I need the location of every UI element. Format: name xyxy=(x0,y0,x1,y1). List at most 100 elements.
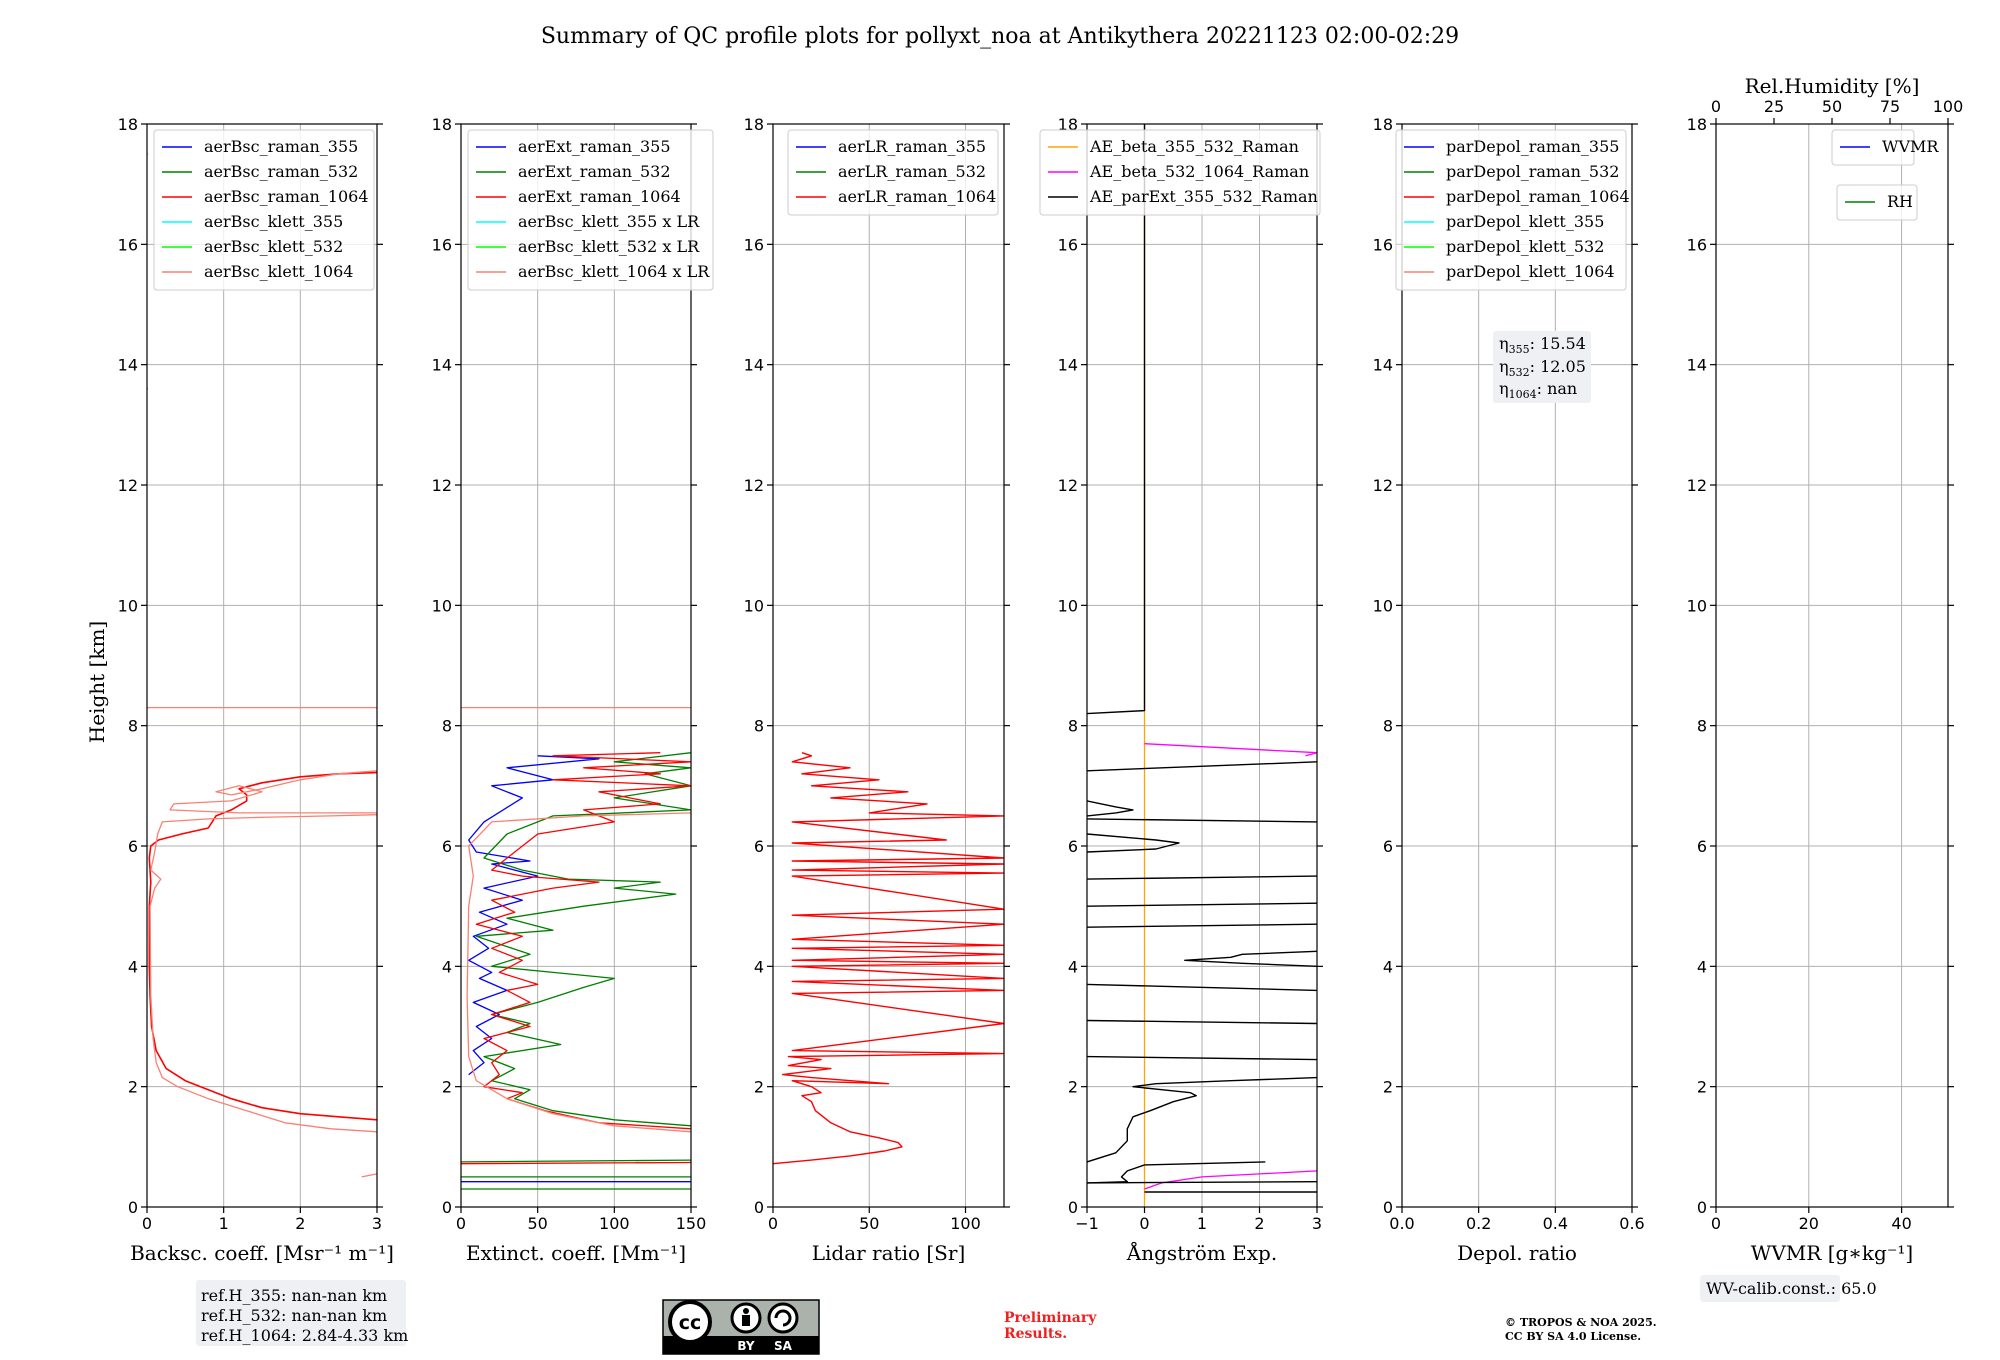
legend-ae-label-0: AE_beta_355_532_Raman xyxy=(1089,137,1299,156)
xtick-label-wv-2: 40 xyxy=(1891,1214,1911,1233)
xtick-label-ae-3: 2 xyxy=(1254,1214,1264,1233)
series-line-bsc-4 xyxy=(361,1173,377,1178)
xtick-label-depol-1: 0.2 xyxy=(1466,1214,1491,1233)
ytick-label-wv-0: 0 xyxy=(1697,1198,1707,1217)
eta-1064: η1064: nan xyxy=(1499,379,1577,401)
legend-ext-label-5: aerBsc_klett_1064 x LR xyxy=(518,262,710,281)
ytick-label-lr-2: 4 xyxy=(754,957,764,976)
y-axis-label: Height [km] xyxy=(85,621,109,743)
legend-depol-label-0: parDepol_raman_355 xyxy=(1446,137,1619,156)
ytick-label-wv-3: 6 xyxy=(1697,837,1707,856)
ytick-label-wv-7: 14 xyxy=(1687,356,1707,375)
xtick-label-depol-2: 0.4 xyxy=(1543,1214,1568,1233)
ytick-label-bsc-0: 0 xyxy=(128,1198,138,1217)
axes-frame-lr xyxy=(772,123,1005,1208)
series-line-ae-5 xyxy=(1087,800,1134,817)
ytick-label-bsc-9: 18 xyxy=(118,115,138,134)
series-line-ae-7 xyxy=(1087,833,1180,853)
legend-lr: aerLR_raman_355 aerLR_raman_532 aerLR_rama… xyxy=(787,129,999,216)
cc-license-badge[interactable]: cc BY SA xyxy=(662,1299,820,1355)
copyright-line1: © TROPOS & NOA 2025. xyxy=(1505,1316,1657,1329)
xtick-label-ae-4: 3 xyxy=(1312,1214,1322,1233)
ytick-label-lr-1: 2 xyxy=(754,1078,764,1097)
ytick-label-lr-8: 16 xyxy=(744,235,764,254)
axes-frame-wv xyxy=(1715,123,1949,1208)
xtick-label-bsc-0: 0 xyxy=(142,1214,152,1233)
eta-532: η532: 12.05 xyxy=(1499,357,1586,379)
ytick-label-ae-7: 14 xyxy=(1058,356,1078,375)
series-group-ae xyxy=(1087,124,1317,1207)
series-line-ae-2 xyxy=(1144,1170,1317,1190)
xtick-label-ext-2: 100 xyxy=(599,1214,630,1233)
ytick-label-bsc-2: 4 xyxy=(128,957,138,976)
series-group-lr xyxy=(773,752,1004,1165)
ytick-label-ext-7: 14 xyxy=(432,356,452,375)
share-alike-icon xyxy=(767,1302,799,1334)
series-line-ae-8 xyxy=(1087,875,1317,880)
legend2-wv-box xyxy=(1836,184,1918,221)
ytick-label-bsc-7: 14 xyxy=(118,356,138,375)
legend-bsc-label-1: aerBsc_raman_532 xyxy=(204,162,358,181)
wv-calib-const: WV-calib.const.: 65.0 xyxy=(1706,1279,1877,1298)
ref-h-1064: ref.H_1064: 2.84-4.33 km xyxy=(201,1326,408,1345)
ytick-label-ext-2: 4 xyxy=(442,957,452,976)
legend-ext-label-1: aerExt_raman_532 xyxy=(518,162,671,181)
xtick-label-lr-0: 0 xyxy=(768,1214,778,1233)
legend-ae-box xyxy=(1039,129,1321,216)
preliminary-line1: Preliminary xyxy=(1004,1310,1097,1326)
legend-depol-label-2: parDepol_raman_1064 xyxy=(1446,187,1630,206)
attribution-body xyxy=(742,1315,750,1326)
legend-ext: aerExt_raman_355 aerExt_raman_532 aerExt_r… xyxy=(467,129,714,291)
cc-text: cc xyxy=(679,1312,702,1334)
ytick-label-ext-9: 18 xyxy=(432,115,452,134)
series-line-ae-6 xyxy=(1087,818,1317,823)
ytick-label-depol-8: 16 xyxy=(1373,235,1393,254)
xlabel-ae: Ångström Exp. xyxy=(1126,1240,1277,1265)
ref-height-note: ref.H_355: nan-nan km ref.H_532: nan-nan… xyxy=(196,1280,408,1346)
ytick-label-depol-4: 8 xyxy=(1383,717,1393,736)
legend-depol-label-5: parDepol_klett_1064 xyxy=(1446,262,1615,281)
ytick-label-depol-7: 14 xyxy=(1373,356,1393,375)
legend-ext-box xyxy=(467,129,714,291)
ytick-label-ae-5: 10 xyxy=(1058,596,1078,615)
series-line-ext-0 xyxy=(468,755,600,1076)
series-line-bsc-0 xyxy=(148,771,377,1121)
top-xtick-label-wv-3: 75 xyxy=(1880,97,1900,116)
ytick-label-depol-9: 18 xyxy=(1373,115,1393,134)
legend-depol-label-1: parDepol_raman_532 xyxy=(1446,162,1619,181)
xtick-label-lr-2: 100 xyxy=(950,1214,981,1233)
legend-bsc-box xyxy=(153,129,375,291)
series-group-bsc xyxy=(147,153,377,1178)
ytick-label-depol-3: 6 xyxy=(1383,837,1393,856)
top-xlabel-wv: Rel.Humidity [%] xyxy=(1745,74,1920,98)
ytick-label-lr-5: 10 xyxy=(744,596,764,615)
ref-h-355: ref.H_355: nan-nan km xyxy=(201,1286,387,1305)
legend-wv: WVMR xyxy=(1831,129,1939,166)
xlabel-lr: Lidar ratio [Sr] xyxy=(812,1241,966,1265)
axes-frame-depol xyxy=(1401,123,1633,1208)
ytick-label-ae-1: 2 xyxy=(1068,1078,1078,1097)
ytick-label-wv-6: 12 xyxy=(1687,476,1707,495)
series-line-ae-4 xyxy=(1087,761,1317,772)
series-line-ext-2 xyxy=(475,752,691,1130)
ytick-label-wv-1: 2 xyxy=(1697,1078,1707,1097)
axes-frame-bsc xyxy=(146,123,378,1208)
panel-depol: 0 2 4 6 8 10 12 14 16 18 0.0 0.2 0.4 0.6 Depol. ratio p… xyxy=(1373,115,1645,1265)
ytick-label-depol-1: 2 xyxy=(1383,1078,1393,1097)
ytick-label-bsc-8: 16 xyxy=(118,235,138,254)
series-line-ext-9 xyxy=(461,1161,691,1165)
copyright-line2: CC BY SA 4.0 License. xyxy=(1505,1330,1641,1343)
xtick-label-depol-3: 0.6 xyxy=(1619,1214,1644,1233)
legend2-wv-label-0: RH xyxy=(1887,192,1913,211)
legend-lr-label-2: aerLR_raman_1064 xyxy=(838,187,996,206)
series-line-lr-0 xyxy=(773,752,1004,1165)
series-line-bsc-2 xyxy=(169,770,377,814)
xtick-label-depol-0: 0.0 xyxy=(1389,1214,1414,1233)
ytick-label-wv-8: 16 xyxy=(1687,235,1707,254)
ytick-label-depol-0: 0 xyxy=(1383,1198,1393,1217)
legend-ae: AE_beta_355_532_Raman AE_beta_532_1064_Ra… xyxy=(1039,129,1321,216)
ytick-label-lr-4: 8 xyxy=(754,717,764,736)
series-line-ae-15 xyxy=(1087,1076,1317,1163)
